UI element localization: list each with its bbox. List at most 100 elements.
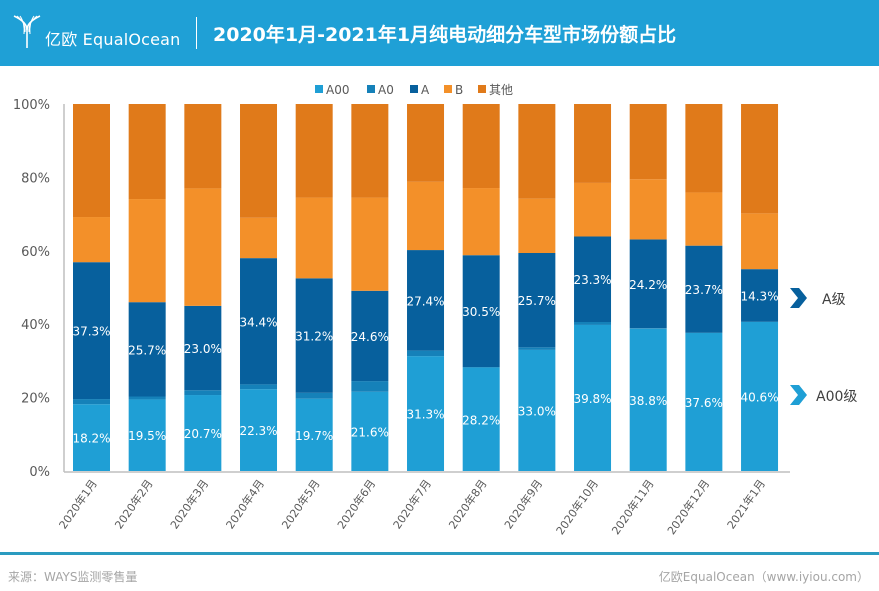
bar-segment-A0 — [351, 381, 389, 392]
data-label: 34.4% — [239, 315, 277, 329]
bar-segment-B — [184, 188, 222, 306]
bar-segment-其他 — [574, 104, 612, 183]
bar-segment-A00 — [462, 367, 500, 471]
legend-swatch-A0 — [367, 85, 375, 93]
data-label: 23.3% — [573, 273, 611, 287]
bar-segment-其他 — [741, 104, 779, 214]
bar-segment-A — [73, 262, 110, 400]
data-label: 33.0% — [518, 404, 556, 418]
x-tick-label: 2020年7月 — [390, 477, 434, 532]
data-label: 37.6% — [685, 396, 723, 410]
x-tick-label: 2020年6月 — [334, 477, 378, 532]
header-divider — [196, 17, 197, 49]
credit-note: 亿欧EqualOcean（www.iyiou.com） — [658, 570, 869, 584]
legend-swatch-B — [444, 85, 452, 93]
bar-segment-A00 — [574, 324, 612, 471]
bar-segment-A0 — [295, 392, 333, 399]
bar-segment-A — [685, 245, 723, 333]
legend-label: A0 — [378, 83, 394, 97]
bar-segment-A00 — [685, 333, 723, 471]
data-label: 28.2% — [462, 413, 500, 427]
x-tick-label: 2020年5月 — [278, 477, 322, 532]
bar-segment-A0 — [184, 390, 222, 396]
y-tick-label: 40% — [21, 318, 50, 333]
bar-segment-其他 — [73, 104, 110, 218]
bar-segment-其他 — [351, 104, 389, 198]
source-note: 来源：WAYS监测零售量 — [8, 570, 138, 584]
y-tick-label: 60% — [21, 245, 50, 260]
x-tick-label: 2020年8月 — [445, 477, 489, 532]
stacked-bar-chart: 0% 20% 40% 60% 80% 100% 18.2% 37.3% 2020年1月 19.5%… — [13, 83, 858, 537]
bar-segment-A — [240, 258, 278, 385]
x-tick-label: 2020年1月 — [56, 477, 100, 532]
data-label: 25.7% — [518, 294, 556, 308]
bar-segment-A — [128, 302, 166, 397]
bar-segment-其他 — [407, 104, 445, 182]
legend-label: A — [421, 83, 430, 97]
data-label: 30.5% — [462, 305, 500, 319]
y-tick-label: 0% — [29, 465, 50, 480]
bar-segment-B — [685, 192, 723, 246]
data-label: 22.3% — [239, 424, 277, 438]
data-label: 31.3% — [406, 408, 444, 422]
equalocean-logo-icon — [13, 15, 41, 48]
legend-label: A00 — [326, 83, 349, 97]
data-label: 23.7% — [685, 283, 723, 297]
x-tick-label: 2020年4月 — [223, 477, 267, 532]
legend-label: B — [455, 83, 463, 97]
footer-divider — [0, 552, 879, 555]
chevron-right-icon — [790, 385, 807, 405]
bar-segment-A — [351, 290, 389, 382]
data-label: 31.2% — [295, 330, 333, 344]
bar-segment-A00 — [128, 399, 166, 471]
bar-segment-A00 — [518, 349, 556, 471]
bar-segment-B — [351, 197, 389, 291]
bar-segment-A0 — [128, 396, 166, 400]
data-label: 39.8% — [573, 392, 611, 406]
bar-segment-A — [741, 269, 779, 322]
x-tick-label: 2020年9月 — [501, 477, 545, 532]
bar-segment-B — [295, 197, 333, 279]
bar-segment-其他 — [128, 104, 166, 200]
x-tick-label: 2020年10月 — [553, 477, 601, 537]
bar-segment-A00 — [629, 328, 667, 471]
bar-segment-A00 — [240, 389, 278, 471]
bar-segment-其他 — [518, 104, 556, 199]
bar-segment-B — [629, 179, 667, 240]
bar-segment-A0 — [240, 384, 278, 390]
y-tick-label: 80% — [21, 171, 50, 186]
bar-segment-B — [741, 213, 779, 270]
data-label: 25.7% — [128, 343, 166, 357]
data-label: 19.5% — [128, 429, 166, 443]
data-label: 38.8% — [629, 394, 667, 408]
bar-segment-B — [73, 217, 110, 263]
x-tick-label: 2020年2月 — [111, 477, 155, 532]
bar-segment-A0 — [518, 347, 556, 350]
legend-label: 其他 — [489, 83, 513, 97]
x-tick-label: 2021年1月 — [724, 477, 768, 532]
bar-segment-B — [240, 217, 278, 259]
bar-segment-A — [629, 239, 667, 329]
data-label: 21.6% — [351, 425, 389, 439]
x-tick-label: 2020年3月 — [167, 477, 211, 532]
chevron-right-icon — [790, 288, 807, 308]
bar-segment-A — [462, 255, 500, 368]
y-tick-label: 100% — [13, 98, 50, 113]
bar-segment-A0 — [73, 399, 110, 405]
bar-segment-A00 — [351, 391, 389, 471]
data-label: 18.2% — [72, 432, 110, 446]
annotation-label: A级 — [822, 292, 846, 308]
bar-segment-其他 — [462, 104, 500, 189]
y-tick-label: 20% — [21, 392, 50, 407]
data-label: 37.3% — [72, 325, 110, 339]
bar-segment-其他 — [629, 104, 667, 180]
bar-segment-其他 — [240, 104, 278, 218]
page-title: 2020年1月-2021年1月纯电动细分车型市场份额占比 — [213, 24, 677, 46]
data-label: 14.3% — [740, 289, 778, 303]
data-label: 23.0% — [184, 342, 222, 356]
bar-segment-A00 — [295, 398, 333, 471]
x-tick-label: 2020年12月 — [664, 477, 712, 537]
bar-segment-A00 — [407, 356, 445, 471]
bar-segment-B — [518, 198, 556, 254]
bar-segment-A00 — [741, 321, 779, 471]
